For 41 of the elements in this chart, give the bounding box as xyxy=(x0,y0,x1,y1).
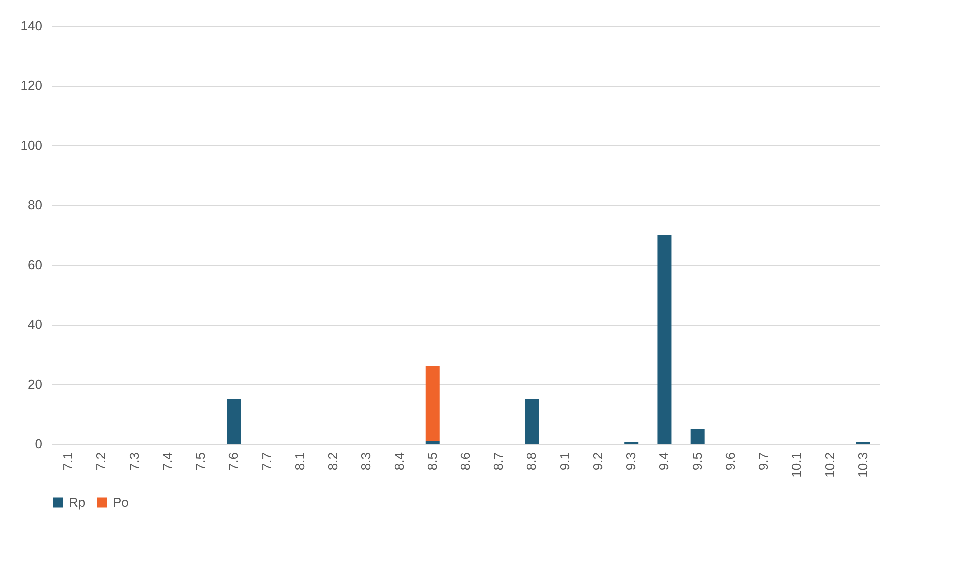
x-tick-label: 9.7 xyxy=(756,452,772,471)
bar xyxy=(690,429,705,444)
legend-label: Rp xyxy=(69,494,86,510)
x-tick-label: 7.7 xyxy=(259,452,274,471)
legend-label: Po xyxy=(113,494,129,510)
x-tick-label: 8.1 xyxy=(292,452,308,471)
x-tick-label: 7.1 xyxy=(60,452,76,471)
y-tick-label: 0 xyxy=(35,436,42,452)
x-tick-label: 7.2 xyxy=(94,452,109,471)
x-tick-label: 9.2 xyxy=(590,452,606,471)
x-tick-label: 10.3 xyxy=(855,452,870,478)
bar xyxy=(426,366,440,442)
x-tick-label: 10.1 xyxy=(789,452,804,478)
x-tick-label: 7.5 xyxy=(193,452,208,471)
y-tick-label: 140 xyxy=(20,18,42,34)
x-tick-label: 8.6 xyxy=(458,452,473,471)
x-tick-label: 8.7 xyxy=(491,452,506,471)
x-tick-label: 7.3 xyxy=(126,452,142,471)
y-tick-label: 80 xyxy=(28,198,42,213)
y-tick-label: 20 xyxy=(28,376,42,392)
x-tick-label: 8.4 xyxy=(392,452,407,471)
y-tick-label: 100 xyxy=(20,138,42,153)
x-tick-label: 8.5 xyxy=(424,452,440,471)
x-tick-label: 9.3 xyxy=(624,452,639,471)
x-tick-label: 9.6 xyxy=(722,452,738,471)
x-tick-label: 7.6 xyxy=(226,452,242,471)
x-tick-label: 8.2 xyxy=(326,452,341,471)
bar xyxy=(426,441,440,444)
x-tick-label: 9.1 xyxy=(557,452,572,471)
x-tick-label: 10.2 xyxy=(822,452,838,478)
y-tick-label: 40 xyxy=(28,317,42,332)
x-tick-label: 7.4 xyxy=(160,452,175,471)
x-tick-label: 9.4 xyxy=(656,452,672,471)
x-tick-label: 9.5 xyxy=(690,452,705,471)
x-tick-label: 8.8 xyxy=(524,452,540,471)
y-tick-label: 60 xyxy=(28,257,42,272)
bar xyxy=(525,399,540,444)
y-tick-label: 120 xyxy=(20,78,42,94)
bar xyxy=(227,399,242,444)
bar xyxy=(658,235,672,444)
x-tick-label: 8.3 xyxy=(358,452,374,471)
